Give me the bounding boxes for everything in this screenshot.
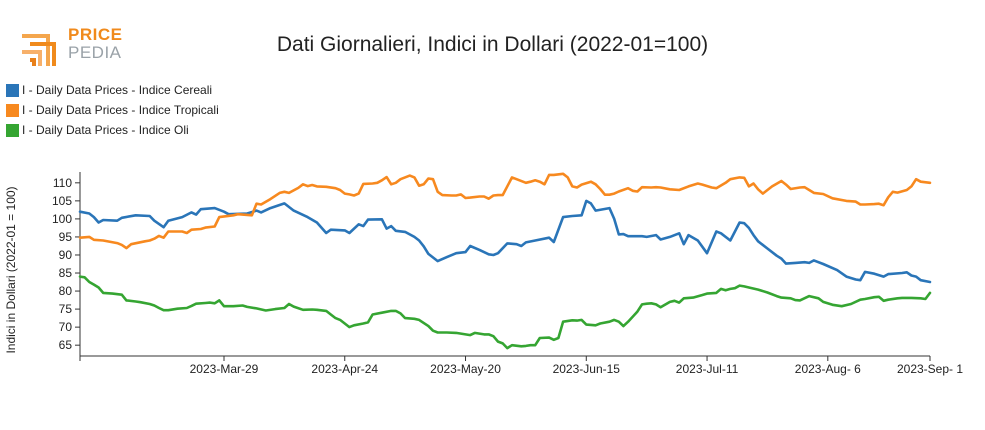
y-tick-label-75: 75 (59, 302, 73, 316)
y-tick-label-90: 90 (59, 248, 73, 262)
logo-text-price: PRICE (68, 25, 123, 44)
x-tick-label-5: 2023-Aug- 6 (795, 362, 861, 376)
y-tick-label-95: 95 (59, 230, 73, 244)
y-tick-label-110: 110 (53, 176, 72, 190)
chart-title: Dati Giornalieri, Indici in Dollari (202… (276, 33, 709, 56)
y-axis-title: Indici in Dollari (2022-01 = 100) (4, 186, 18, 353)
y-tick-label-80: 80 (59, 284, 73, 298)
series-line-oli (78, 275, 932, 350)
y-tick-label-105: 105 (52, 194, 72, 208)
x-tick-label-6: 2023-Sep- 1 (897, 362, 963, 376)
x-tick-label-0: 2023-Mar-29 (190, 362, 259, 376)
series-line-cereali (78, 199, 932, 284)
x-tick-label-4: 2023-Jul-11 (676, 362, 739, 376)
series-line-tropicali (78, 172, 932, 250)
legend-item-cereali[interactable]: I - Daily Data Prices - Indice Cereali (6, 80, 219, 100)
legend-label-cereali: I - Daily Data Prices - Indice Cereali (22, 83, 213, 97)
legend-label-oli: I - Daily Data Prices - Indice Oli (22, 123, 189, 137)
legend-label-tropicali: I - Daily Data Prices - Indice Tropicali (22, 103, 219, 117)
pricepedia-logo: PRICE PEDIA (20, 22, 130, 70)
x-tick-label-3: 2023-Jun-15 (553, 362, 621, 376)
x-tick-label-2: 2023-May-20 (430, 362, 501, 376)
legend-swatch-tropicali (6, 103, 19, 117)
chart-legend: I - Daily Data Prices - Indice Cereali I… (6, 80, 219, 140)
y-tick-label-85: 85 (59, 266, 73, 280)
legend-swatch-cereali (6, 83, 19, 97)
legend-swatch-oli (6, 123, 19, 137)
y-tick-label-100: 100 (52, 212, 72, 226)
y-tick-label-65: 65 (59, 338, 73, 352)
pricepedia-logo-mark (22, 34, 56, 66)
y-tick-label-70: 70 (59, 320, 73, 334)
logo-text-pedia: PEDIA (68, 43, 122, 62)
legend-item-oli[interactable]: I - Daily Data Prices - Indice Oli (6, 120, 219, 140)
legend-item-tropicali[interactable]: I - Daily Data Prices - Indice Tropicali (6, 100, 219, 120)
x-tick-label-1: 2023-Apr-24 (311, 362, 378, 376)
